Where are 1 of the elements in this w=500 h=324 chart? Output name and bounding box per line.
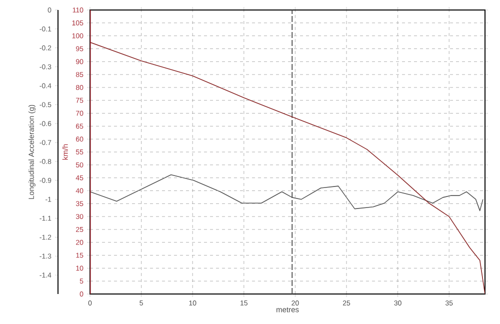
line-series xyxy=(90,42,486,294)
